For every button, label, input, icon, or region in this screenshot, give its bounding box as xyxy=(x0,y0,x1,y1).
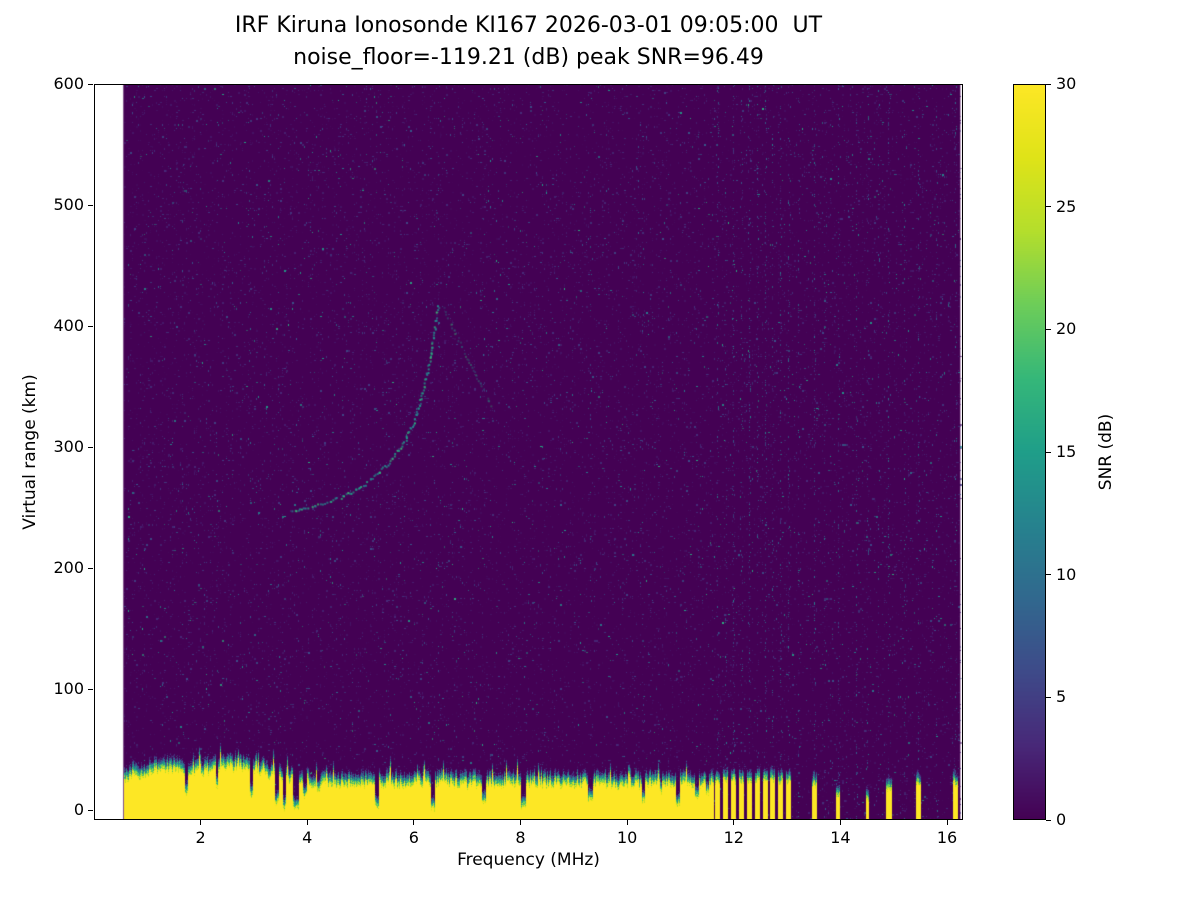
colorbar-tick-label: 5 xyxy=(1056,687,1067,707)
x-tick-label: 12 xyxy=(723,828,744,847)
y-tick-label: 500 xyxy=(53,195,84,215)
colorbar xyxy=(1013,84,1046,820)
y-tick-label: 200 xyxy=(53,558,84,578)
x-tick-mark xyxy=(413,820,415,825)
colorbar-tick-label: 30 xyxy=(1056,74,1077,93)
colorbar-label: SNR (dB) xyxy=(1096,413,1116,491)
y-tick-mark xyxy=(88,204,93,206)
y-tick-label: 600 xyxy=(53,74,84,93)
x-tick-mark xyxy=(733,820,735,825)
x-tick-label: 4 xyxy=(302,828,313,847)
x-tick-mark xyxy=(520,820,521,825)
y-axis-label: Virtual range (km) xyxy=(20,374,40,530)
x-tick-mark xyxy=(839,820,841,825)
x-tick-label: 10 xyxy=(616,828,638,847)
colorbar-tick-mark xyxy=(1046,328,1051,330)
colorbar-tick-mark xyxy=(1046,83,1051,85)
y-tick-mark xyxy=(88,809,93,811)
y-tick-label: 100 xyxy=(53,679,84,699)
colorbar-tick-label: 20 xyxy=(1056,319,1077,339)
x-tick-label: 6 xyxy=(408,828,419,847)
colorbar-tick-label: 10 xyxy=(1056,564,1077,584)
x-tick-mark xyxy=(946,820,948,825)
chart-title-line2: noise_floor=-119.21 (dB) peak SNR=96.49 xyxy=(293,45,764,70)
x-tick-mark xyxy=(626,820,628,825)
chart-title: IRF Kiruna Ionosonde KI167 2026-03-01 09… xyxy=(94,10,963,74)
x-tick-label: 16 xyxy=(936,828,958,847)
y-tick-mark xyxy=(88,567,93,569)
colorbar-tick-mark xyxy=(1046,451,1051,453)
x-tick-mark xyxy=(306,820,308,825)
y-tick-mark xyxy=(88,325,93,327)
y-tick-label: 400 xyxy=(53,316,84,336)
colorbar-tick-mark xyxy=(1046,206,1051,208)
y-tick-label: 0 xyxy=(73,800,84,820)
y-tick-mark xyxy=(88,446,93,448)
colorbar-tick-mark xyxy=(1046,696,1051,698)
colorbar-canvas xyxy=(1013,84,1046,820)
plot-area xyxy=(94,84,963,820)
ionogram-canvas xyxy=(94,84,963,820)
x-tick-mark xyxy=(200,820,202,825)
colorbar-tick-label: 15 xyxy=(1056,442,1077,461)
chart-title-line1: IRF Kiruna Ionosonde KI167 2026-03-01 09… xyxy=(234,13,823,38)
x-tick-label: 2 xyxy=(195,828,206,847)
y-tick-mark xyxy=(88,688,93,690)
colorbar-tick-label: 0 xyxy=(1056,810,1067,829)
y-tick-mark xyxy=(88,83,93,85)
colorbar-tick-mark xyxy=(1046,574,1051,576)
x-axis-label: Frequency (MHz) xyxy=(457,850,600,870)
x-tick-label: 14 xyxy=(830,828,851,847)
colorbar-tick-label: 25 xyxy=(1056,196,1077,216)
colorbar-tick-mark xyxy=(1046,819,1051,821)
x-tick-label: 8 xyxy=(515,828,526,847)
